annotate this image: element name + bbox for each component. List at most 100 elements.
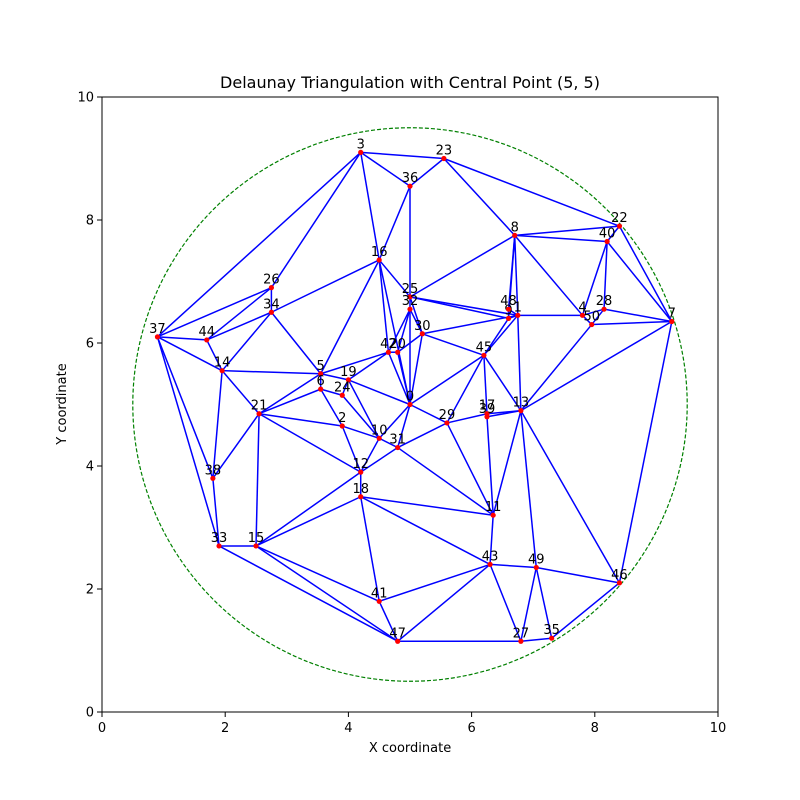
- triangulation-edge: [396, 352, 411, 405]
- x-axis-label: X coordinate: [369, 741, 451, 756]
- point-label: 30: [414, 319, 431, 334]
- data-point: [533, 564, 539, 571]
- point-label: 36: [402, 171, 419, 186]
- data-point: [407, 306, 413, 312]
- triangulation-edge: [606, 225, 621, 242]
- triangulation-edge: [520, 567, 538, 642]
- data-point: [669, 318, 675, 325]
- triangulation-edge: [422, 314, 518, 335]
- point-label: 38: [205, 463, 222, 478]
- triangulation-edge: [387, 308, 411, 353]
- y-tick-label: 0: [86, 706, 94, 721]
- triangulation-edge: [378, 437, 399, 449]
- point-label: 21: [251, 399, 268, 414]
- triangulation-edge: [507, 235, 516, 310]
- triangulation-edge: [603, 308, 672, 323]
- triangulation-edge: [409, 333, 424, 405]
- triangulation-edge: [222, 369, 321, 375]
- triangulation-edge: [520, 410, 621, 584]
- triangulation-edge: [157, 286, 272, 338]
- y-tick-label: 8: [86, 214, 94, 229]
- triangulation-edge: [409, 234, 516, 298]
- triangulation-edge: [618, 225, 673, 322]
- triangulation-edge: [359, 152, 380, 261]
- triangulation-edge: [409, 308, 423, 335]
- triangulation-edge: [581, 241, 608, 316]
- data-point: [484, 414, 490, 420]
- triangulation-edge: [422, 333, 485, 357]
- triangulation-edge: [520, 410, 538, 568]
- triangulation-edge: [347, 379, 380, 439]
- point-label: 4: [578, 300, 586, 315]
- triangulation-edge: [582, 308, 605, 317]
- data-point: [395, 444, 401, 451]
- data-point: [256, 411, 262, 417]
- triangulation-edge: [489, 564, 522, 642]
- data-point: [505, 306, 512, 312]
- triangulation-edge: [320, 351, 389, 375]
- data-point: [444, 420, 450, 426]
- triangulation-edge: [156, 336, 220, 547]
- data-point: [515, 312, 521, 318]
- point-label: 50: [583, 310, 600, 325]
- point-label: 48: [500, 294, 517, 309]
- triangulation-edge: [255, 545, 380, 602]
- point-label: 46: [611, 568, 628, 583]
- data-point: [616, 580, 623, 586]
- data-point: [268, 309, 274, 315]
- triangulation-edge: [591, 308, 605, 326]
- point-label: 47: [389, 626, 406, 641]
- point-label: 13: [513, 396, 530, 411]
- data-point: [549, 635, 555, 641]
- x-tick-label: 6: [467, 721, 475, 736]
- triangulation-edge: [348, 379, 411, 406]
- point-label: 15: [248, 531, 265, 546]
- triangulation-edge: [378, 403, 411, 439]
- triangulation-edge: [255, 545, 399, 642]
- triangulation-edge: [446, 354, 485, 424]
- triangulation-edge: [446, 422, 494, 516]
- point-label: 49: [528, 552, 545, 567]
- triangulation-edge: [378, 259, 411, 298]
- data-point: [616, 223, 623, 229]
- triangulation-edge: [535, 567, 553, 639]
- triangulation-edges: [156, 151, 673, 643]
- data-point: [318, 386, 324, 392]
- triangulation-edge: [360, 437, 380, 473]
- triangulation-edge: [206, 339, 223, 372]
- triangulation-edge: [255, 496, 362, 547]
- point-label: 17: [479, 399, 496, 414]
- triangulation-edge: [483, 317, 510, 356]
- triangulation-edge: [409, 157, 445, 187]
- point-label: 0: [406, 390, 414, 405]
- point-label: 8: [511, 220, 519, 235]
- point-label: 40: [599, 227, 616, 242]
- point-label: 45: [476, 340, 493, 355]
- triangulation-edge: [258, 412, 343, 427]
- data-point: [204, 337, 210, 343]
- triangulation-edge: [490, 563, 537, 569]
- triangulation-edge: [486, 409, 522, 418]
- triangulation-edge: [514, 234, 608, 243]
- triangulation-edge: [320, 388, 343, 396]
- triangulation-edge: [271, 259, 380, 313]
- triangulation-edge: [486, 416, 494, 516]
- point-label: 14: [214, 356, 231, 371]
- triangulation-edge: [157, 336, 207, 341]
- data-point: [358, 149, 364, 155]
- data-point: [395, 349, 401, 355]
- data-point: [407, 401, 413, 408]
- y-tick-label: 4: [86, 460, 94, 475]
- axes-frame: [101, 96, 719, 713]
- point-label: 18: [352, 482, 369, 497]
- point-label: 3: [357, 137, 365, 152]
- triangulation-edge: [320, 259, 380, 375]
- data-point: [376, 435, 382, 441]
- triangulation-edge: [255, 413, 260, 546]
- triangulation-edge: [378, 600, 399, 642]
- data-point: [579, 312, 586, 318]
- data-point: [604, 238, 610, 245]
- triangulation-edge: [443, 157, 620, 227]
- triangulation-edge: [320, 373, 349, 381]
- point-label: 27: [513, 626, 530, 641]
